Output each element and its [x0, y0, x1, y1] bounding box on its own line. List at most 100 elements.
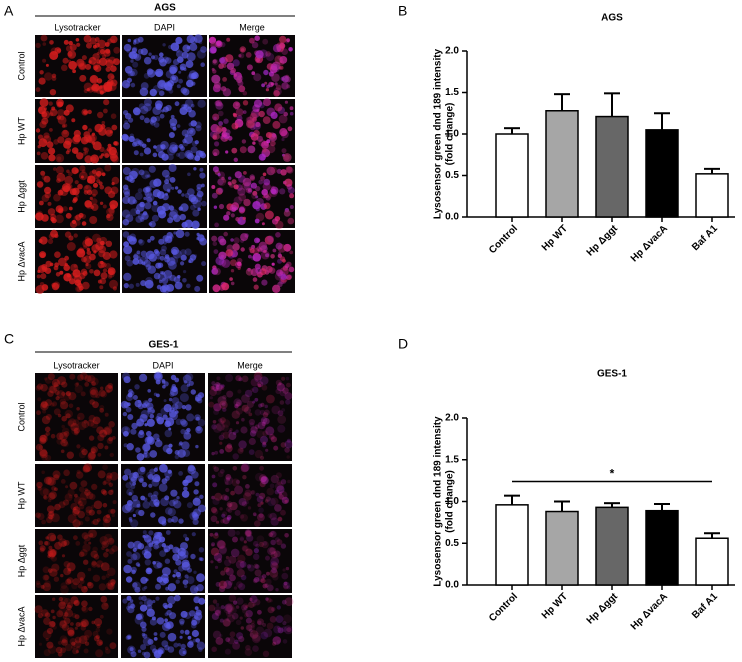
cell	[235, 560, 245, 569]
cell	[51, 378, 61, 388]
cell	[60, 597, 68, 605]
cell	[106, 81, 112, 87]
cell	[35, 385, 42, 391]
cell	[39, 545, 46, 552]
cell	[188, 122, 193, 127]
cell	[196, 573, 205, 583]
cell	[251, 192, 258, 199]
panel-title: GES-1	[148, 340, 178, 351]
cell	[258, 403, 263, 408]
cell	[50, 433, 56, 439]
cell	[62, 206, 68, 212]
cell	[80, 372, 88, 380]
cell	[235, 402, 241, 407]
cell	[195, 638, 200, 643]
cell	[131, 569, 136, 575]
cell	[192, 199, 202, 209]
cell	[73, 496, 82, 504]
cell	[259, 409, 266, 416]
cell	[200, 46, 207, 53]
cell	[52, 615, 56, 620]
cell	[215, 581, 221, 587]
cell	[158, 90, 165, 96]
cell	[124, 255, 131, 262]
cell	[237, 447, 244, 454]
cell	[139, 601, 143, 605]
cell	[231, 179, 237, 185]
cell	[255, 472, 264, 482]
cell	[142, 633, 148, 639]
cell	[153, 650, 162, 659]
cell	[184, 629, 190, 635]
cell	[253, 563, 259, 569]
cell	[147, 69, 156, 78]
cell	[63, 264, 70, 272]
cell	[197, 234, 205, 242]
cell	[76, 471, 84, 479]
cell	[122, 598, 128, 604]
cell	[99, 184, 105, 190]
cell	[103, 99, 110, 106]
cell	[251, 71, 256, 76]
cell	[80, 391, 86, 397]
cell	[71, 613, 77, 618]
cell	[90, 75, 97, 83]
cell	[187, 641, 194, 648]
cell	[281, 148, 287, 154]
bar	[595, 506, 629, 586]
cell	[146, 608, 155, 617]
cell	[189, 610, 196, 617]
cell	[262, 441, 267, 446]
cell	[247, 188, 253, 193]
cell	[227, 528, 236, 537]
cell	[104, 646, 109, 651]
cell	[140, 644, 147, 651]
micrograph	[35, 529, 118, 593]
cell	[230, 607, 237, 614]
cell	[64, 409, 74, 419]
cell	[141, 481, 148, 488]
cell	[76, 58, 85, 67]
cell	[268, 532, 274, 537]
cell	[57, 413, 62, 418]
cell	[69, 481, 78, 490]
cells	[122, 594, 206, 659]
cell	[223, 566, 230, 573]
cell	[72, 198, 77, 204]
y-tick-label: 1.5	[445, 454, 459, 465]
cell	[103, 108, 108, 114]
cell	[80, 625, 87, 631]
cell	[180, 87, 187, 94]
cell	[228, 430, 232, 434]
cell	[241, 544, 249, 552]
cell	[225, 374, 234, 382]
cell	[221, 402, 226, 407]
cell	[83, 82, 93, 92]
cell	[92, 546, 98, 553]
cell	[83, 463, 92, 472]
cell	[242, 608, 248, 614]
cell	[265, 555, 270, 561]
cell	[95, 170, 102, 177]
cell	[240, 426, 248, 434]
cell	[109, 149, 118, 159]
cell	[220, 86, 227, 92]
cell	[263, 628, 273, 638]
cell	[109, 130, 114, 134]
cell	[172, 386, 178, 393]
cell	[108, 190, 116, 198]
cell	[88, 56, 97, 65]
cell	[247, 624, 255, 632]
cell	[188, 640, 194, 646]
cell	[45, 63, 49, 67]
cell	[212, 241, 218, 246]
cell	[223, 495, 230, 501]
panel-title: AGS	[154, 3, 176, 14]
cell	[180, 418, 187, 425]
cell	[168, 164, 177, 172]
cell	[248, 418, 255, 426]
cell	[267, 497, 276, 507]
cell	[282, 639, 288, 644]
cell	[154, 116, 161, 122]
cell	[221, 513, 226, 518]
